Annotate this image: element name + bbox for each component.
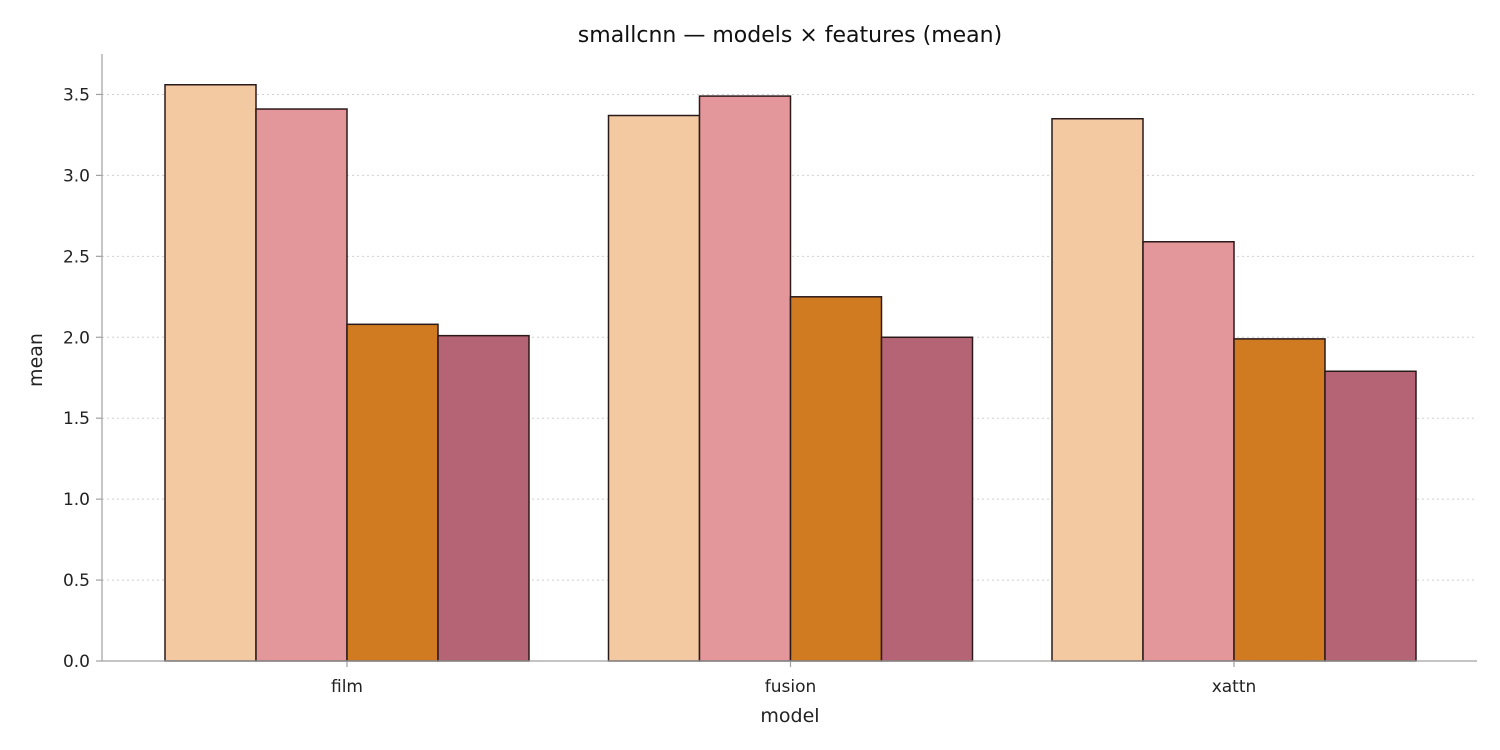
bar-film-series-4 — [437, 334, 530, 662]
bar-xattn-series-1 — [1051, 117, 1144, 662]
y-tick-label: 1.5 — [63, 409, 90, 429]
y-tick-label: 3.5 — [63, 85, 90, 105]
x-axis-label: model — [760, 705, 819, 727]
chart-title: smallcnn — models × features (mean) — [578, 23, 1002, 48]
bar-fusion-series-4 — [880, 336, 974, 662]
x-ticks: film fusion xattn — [331, 661, 1256, 697]
y-tick-label: 2.0 — [63, 328, 90, 348]
y-tick-label: 0.5 — [63, 571, 90, 591]
bar-film-series-2 — [255, 108, 348, 662]
bar-xattn-series-3 — [1233, 338, 1326, 662]
y-tick-label: 1.0 — [63, 490, 90, 510]
bar-film-series-3 — [346, 323, 439, 662]
bar-fusion-series-1 — [607, 114, 701, 662]
y-tick-label: 0.0 — [63, 652, 90, 672]
x-tick-label: fusion — [765, 677, 817, 697]
bar-xattn-series-2 — [1142, 241, 1235, 662]
x-tick-label: xattn — [1212, 677, 1257, 697]
bar-film-series-1 — [164, 84, 257, 662]
bar-xattn-series-4 — [1324, 370, 1417, 662]
axes — [101, 54, 1477, 662]
y-ticks: 0.0 0.5 1.0 1.5 2.0 2.5 3.0 3.5 — [63, 85, 102, 672]
y-axis-label: mean — [25, 333, 47, 387]
bar-fusion-series-2 — [698, 95, 792, 662]
bar-fusion-series-3 — [789, 296, 883, 662]
y-tick-label: 2.5 — [63, 247, 90, 267]
x-tick-label: film — [331, 677, 363, 697]
bars — [164, 84, 1417, 662]
y-tick-label: 3.0 — [63, 166, 90, 186]
